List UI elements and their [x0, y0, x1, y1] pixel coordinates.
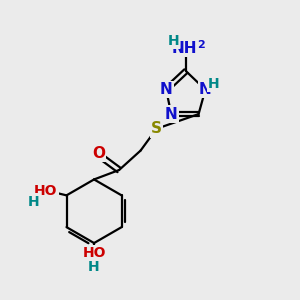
Text: N: N [165, 106, 178, 122]
Text: H: H [88, 260, 100, 274]
Text: N: N [160, 82, 172, 97]
Text: H: H [28, 194, 40, 208]
Text: NH: NH [172, 41, 197, 56]
Text: S: S [151, 121, 162, 136]
Text: 2: 2 [197, 40, 205, 50]
Text: O: O [92, 146, 105, 161]
Text: N: N [199, 82, 212, 97]
Text: H: H [208, 77, 220, 91]
Text: HO: HO [82, 246, 106, 260]
Text: H: H [168, 34, 179, 48]
Text: HO: HO [34, 184, 58, 198]
